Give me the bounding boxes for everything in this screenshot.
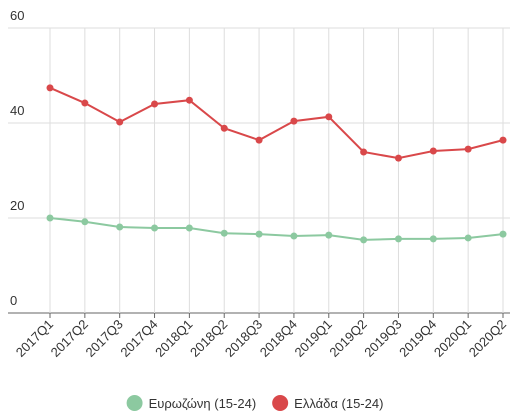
point — [151, 224, 159, 232]
point — [394, 154, 402, 162]
point — [151, 100, 159, 108]
point — [185, 224, 193, 232]
point — [394, 235, 402, 243]
point — [116, 223, 124, 231]
x-tick-label: 2017Q1 — [13, 317, 56, 360]
x-tick-label: 2020Q1 — [431, 317, 474, 360]
y-tick-label: 60 — [10, 8, 24, 23]
x-tick-label: 2017Q2 — [48, 317, 91, 360]
point — [325, 231, 333, 239]
point — [81, 99, 89, 107]
point — [185, 96, 193, 104]
point — [116, 118, 124, 126]
point — [325, 113, 333, 121]
point — [499, 136, 507, 144]
point — [255, 136, 263, 144]
legend-marker — [272, 395, 289, 411]
point — [499, 230, 507, 238]
x-tick-label: 2018Q4 — [257, 317, 300, 360]
point — [220, 229, 228, 237]
y-tick-label: 0 — [10, 293, 17, 308]
point — [429, 235, 437, 243]
point — [429, 147, 437, 155]
x-tick-label: 2017Q3 — [82, 317, 125, 360]
point — [464, 145, 472, 153]
legend-label: Ελλάδα (15-24) — [294, 396, 383, 411]
x-tick-label: 2018Q2 — [187, 317, 230, 360]
point — [290, 117, 298, 125]
x-tick-label: 2019Q3 — [361, 317, 404, 360]
x-tick-label: 2018Q1 — [152, 317, 195, 360]
legend-label: Ευρωζώνη (15-24) — [149, 396, 257, 411]
series-line — [49, 86, 504, 160]
x-tick-label: 2020Q2 — [466, 317, 509, 360]
point — [220, 124, 228, 132]
x-tick-label: 2019Q2 — [326, 317, 369, 360]
x-tick-label: 2019Q4 — [396, 317, 439, 360]
x-tick-label: 2017Q4 — [117, 317, 160, 360]
y-tick-label: 40 — [10, 103, 24, 118]
x-tick-label: 2018Q3 — [222, 317, 265, 360]
point — [81, 218, 89, 226]
point — [464, 234, 472, 242]
x-tick-label: 2019Q1 — [292, 317, 335, 360]
point — [46, 214, 54, 222]
y-tick-label: 20 — [10, 198, 24, 213]
legend-marker — [126, 395, 143, 411]
point — [290, 232, 298, 240]
point — [255, 230, 263, 238]
legend: Ευρωζώνη (15-24) Ελλάδα (15-24) — [126, 395, 383, 411]
point — [360, 236, 368, 244]
point — [360, 148, 368, 156]
point — [46, 84, 54, 92]
series-line — [49, 217, 504, 241]
